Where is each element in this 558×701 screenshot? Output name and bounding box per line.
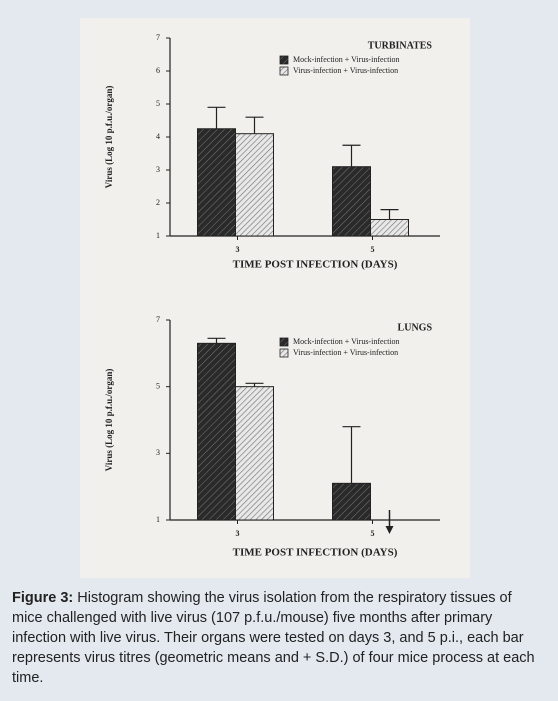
legend-label: Virus-infection + Virus-infection: [293, 66, 398, 75]
caption: Figure 3: Histogram showing the virus is…: [12, 588, 544, 688]
error-bar: [380, 209, 399, 220]
y-tick-label: 5: [156, 99, 160, 108]
error-bar: [207, 106, 226, 129]
bar: [235, 133, 274, 237]
bar: [235, 386, 274, 521]
bar: [370, 219, 409, 237]
y-tick-label: 7: [156, 315, 160, 324]
y-axis-label: Virus (Log 10 p.f.u./organ): [104, 86, 114, 189]
chart-title: TURBINATES: [368, 40, 433, 51]
x-tick-label: 5: [371, 529, 375, 538]
below-detection-arrowhead: [385, 526, 394, 534]
y-tick-label: 3: [156, 165, 160, 174]
legend-swatch: [279, 348, 289, 358]
legend-label: Virus-infection + Virus-infection: [293, 348, 398, 357]
error-bar: [342, 426, 361, 484]
x-tick-label: 3: [236, 529, 240, 538]
photo-background: [80, 18, 470, 578]
legend-label: Mock-infection + Virus-infection: [293, 337, 400, 346]
bar: [332, 166, 371, 237]
legend-swatch: [279, 337, 289, 347]
bar: [197, 342, 236, 521]
caption-text: Histogram showing the virus isolation fr…: [12, 590, 535, 686]
y-tick-label: 4: [156, 132, 160, 141]
caption-label: Figure 3:: [12, 590, 74, 606]
x-tick-label: 3: [236, 245, 240, 254]
error-bar: [207, 337, 226, 344]
y-tick-label: 7: [156, 33, 160, 42]
bar: [197, 128, 236, 237]
y-tick-label: 2: [156, 198, 160, 207]
x-tick-label: 5: [371, 245, 375, 254]
y-tick-label: 3: [156, 448, 160, 457]
legend-swatch: [279, 66, 289, 76]
chart-title: LUNGS: [398, 322, 433, 333]
error-bar: [342, 144, 361, 167]
y-tick-label: 6: [156, 66, 160, 75]
error-bar: [245, 382, 264, 387]
x-axis-label: TIME POST INFECTION (DAYS): [233, 259, 398, 271]
y-tick-label: 5: [156, 381, 160, 390]
y-tick-label: 1: [156, 231, 160, 240]
legend-swatch: [279, 55, 289, 65]
y-tick-label: 1: [156, 515, 160, 524]
y-axis-label: Virus (Log 10 p.f.u./organ): [104, 369, 114, 472]
legend-label: Mock-infection + Virus-infection: [293, 55, 400, 64]
x-axis-label: TIME POST INFECTION (DAYS): [233, 547, 398, 559]
error-bar: [245, 116, 264, 134]
bar: [332, 482, 371, 521]
